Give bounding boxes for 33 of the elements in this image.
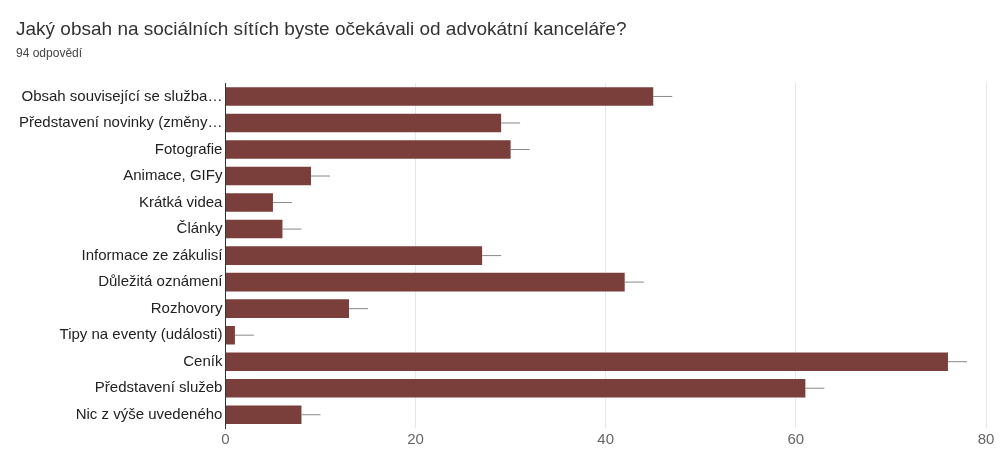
y-tick-label: Představení služeb	[94, 378, 223, 396]
y-tick-label: Nic z výše uvedeného	[75, 404, 223, 422]
text: 94 odpovědí	[16, 46, 83, 61]
x-tick-label: 20	[407, 430, 424, 448]
y-tick-label: Články	[176, 219, 223, 237]
x-tick-label: 80	[977, 430, 995, 448]
y-tick-label: Rozhovory	[150, 298, 223, 316]
bar	[225, 352, 948, 371]
bar	[225, 405, 302, 425]
bar	[225, 140, 511, 159]
x-tick-label: 60	[787, 430, 805, 448]
y-tick-label: Představení novinky (změny…	[18, 113, 223, 131]
x-tick-label: 0	[221, 430, 230, 448]
y-tick-label: Krátká videa	[139, 192, 224, 210]
y-tick-label: Obsah související se služba…	[21, 86, 223, 104]
y-tick-label: Důležitá oznámení	[98, 272, 224, 290]
bar	[225, 193, 273, 212]
y-tick-label: Ceník	[183, 351, 223, 369]
x-tick-label: 40	[597, 430, 615, 448]
y-tick-label: Tipy na eventy (události)	[59, 325, 223, 343]
bar	[225, 166, 311, 186]
y-tick-label: Informace ze zákulisí	[81, 245, 224, 263]
chart-title: Jaký obsah na sociálních sítích byste očekávali od advokátní kanceláře?	[16, 17, 627, 39]
y-tick-label: Animace, GIFy	[123, 166, 223, 184]
bar	[225, 299, 350, 318]
bar	[225, 272, 625, 292]
bar	[225, 113, 502, 133]
y-tick-label: Fotografie	[154, 139, 223, 157]
bar	[225, 325, 235, 345]
bar	[225, 219, 283, 239]
bar	[225, 378, 806, 398]
bar	[225, 87, 654, 106]
bar	[225, 246, 483, 265]
